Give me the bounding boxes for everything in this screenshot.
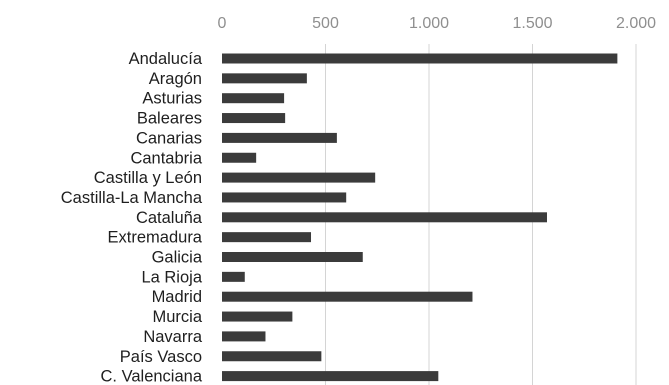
category-label: Baleares [137, 110, 202, 128]
category-label: Murcia [152, 308, 202, 326]
category-label: País Vasco [120, 348, 202, 366]
bar [222, 232, 312, 243]
category-label: C. Valenciana [100, 368, 202, 385]
bar [222, 331, 266, 342]
x-axis-ticks: 0 500 1.000 1.500 2.000 [218, 15, 657, 32]
category-label: Navarra [143, 328, 203, 346]
x-tick-label: 500 [312, 15, 339, 32]
category-label: Extremadura [108, 229, 203, 247]
x-tick-label: 2.000 [616, 15, 656, 32]
category-label: Aragón [149, 70, 202, 88]
category-label: La Rioja [141, 268, 202, 286]
bar [222, 212, 547, 223]
bar [222, 93, 285, 104]
bar [222, 252, 363, 262]
bar [222, 113, 286, 124]
x-tick-label: 1.000 [409, 15, 449, 32]
category-label: Madrid [152, 288, 202, 306]
bar [222, 53, 618, 64]
category-label: Asturias [142, 90, 202, 108]
bar [222, 73, 307, 84]
bar [222, 311, 293, 322]
bar [222, 192, 347, 203]
category-label: Castilla y León [94, 169, 202, 187]
x-tick-label: 0 [218, 15, 227, 32]
category-label: Galicia [152, 249, 203, 267]
bar [222, 291, 473, 302]
category-label: Castilla-La Mancha [61, 189, 203, 207]
category-label: Andalucía [129, 50, 203, 68]
bar [222, 132, 337, 143]
bar [222, 172, 376, 183]
bars [222, 53, 618, 382]
bar [222, 371, 439, 382]
category-label: Cataluña [136, 209, 203, 227]
category-label: Canarias [136, 129, 202, 147]
bar [222, 351, 322, 362]
x-tick-label: 1.500 [512, 15, 552, 32]
bar [222, 271, 245, 282]
category-label: Cantabria [130, 149, 202, 167]
bar [222, 152, 257, 163]
